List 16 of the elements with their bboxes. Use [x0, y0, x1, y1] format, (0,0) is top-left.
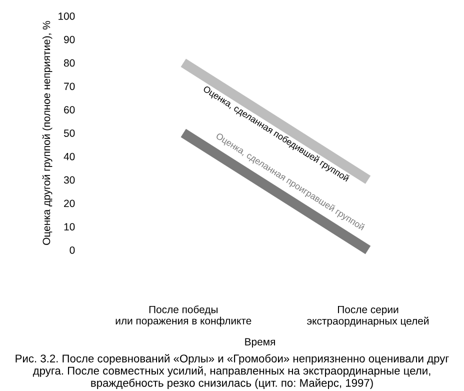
y-tick-label: 10	[64, 223, 75, 230]
y-tick-label: 40	[64, 152, 75, 160]
y-axis-title: Оценка другой группой (полное неприятие), %	[42, 20, 52, 245]
y-tick-label: 90	[64, 36, 75, 44]
y-tick-label: 80	[64, 59, 75, 67]
x-tick-label: После серии экстраординарных целей	[307, 306, 429, 327]
y-tick-label: 0	[70, 246, 75, 254]
y-tick-label: 100	[58, 12, 75, 20]
x-axis-title: Время	[245, 338, 275, 348]
y-tick-label: 20	[64, 200, 75, 208]
y-tick-label: 30	[64, 176, 75, 184]
y-tick-label: 50	[64, 130, 75, 137]
y-tick-label: 60	[64, 106, 75, 114]
text: Рис. 3.2. После соревнований «Орлы» и «Громобои» неприязненно оценивали друг друга. После совместных усилий, направленных на экстраординарные цели, враждебность резко снизилась (цит. по: Майерс, 1997)	[16, 354, 449, 390]
x-tick-label: После победы или поражения в конфликте	[116, 305, 252, 326]
y-tick-label: 70	[64, 82, 75, 90]
